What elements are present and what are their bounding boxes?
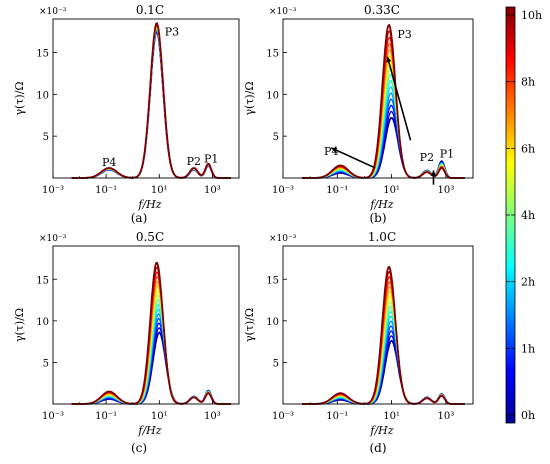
y-multiplier: ×10⁻³ [39,234,67,244]
x-tick-label: 10³ [437,411,454,422]
peak-label: P2 [420,151,434,164]
y-multiplier: ×10⁻³ [269,7,297,17]
x-tick-label: 10⁻¹ [95,185,117,196]
axes-box [282,18,474,179]
x-tick-label: 10⁻³ [42,185,64,196]
y-tick-label: 15 [36,48,49,59]
y-tick-label: 5 [273,132,279,143]
series-line [71,22,231,179]
y-tick-label: 15 [36,275,49,286]
chart-title: 0.33C [364,3,400,17]
series-line [302,23,465,179]
y-tick-label: 5 [273,358,279,369]
panel-1: 10⁻³ 10⁻¹ 10¹ 10³ 5 10 15 ×10⁻³ 0.1C f/Hz γ(τ)/Ω (a… [13,3,240,225]
y-multiplier: ×10⁻³ [269,234,297,244]
trend-arrow [386,56,412,141]
x-tick-label: 10¹ [151,411,168,422]
chart-title: 1.0C [368,230,396,244]
peak-label: P3 [397,28,411,41]
x-tick-label: 10⁻³ [272,411,294,422]
x-tick-label: 10³ [204,411,221,422]
x-tick-label: 10¹ [383,185,400,196]
y-tick-label: 10 [36,90,49,101]
x-tick-label: 10¹ [151,185,168,196]
colorbar-tick-label: 4h [521,209,535,222]
panel-2: 10⁻³ 10⁻¹ 10¹ 10³ 5 10 15 ×10⁻³ 0.33C f/Hz γ(τ)/Ω (… [243,3,474,225]
colorbar-tick-label: 6h [521,142,535,155]
axes-box [52,245,240,405]
colorbar-tick-label: 10h [521,9,542,22]
trend-arrow [330,147,376,169]
chart-title: 0.1C [136,3,164,17]
peak-label: P1 [440,148,454,161]
y-multiplier: ×10⁻³ [39,7,67,17]
peak-label: P3 [165,25,179,38]
y-tick-label: 5 [43,132,49,143]
arrow-head [386,56,392,63]
x-axis-label: f/Hz [137,424,161,437]
series-line [71,261,231,405]
x-axis-label: f/Hz [369,198,393,211]
x-tick-label: 10³ [437,185,454,196]
x-tick-label: 10⁻¹ [95,411,117,422]
peak-label: P1 [204,153,218,166]
panel-sublabel: (a) [131,211,148,225]
y-axis-label: γ(τ)/Ω [13,308,26,342]
peak-label: P4 [324,145,338,158]
series-group [71,22,231,179]
arrow-head [430,170,437,176]
peak-label: P2 [187,155,201,168]
series-line [302,265,465,405]
series-group [71,261,231,405]
axes-box [52,18,240,179]
peak-label: P4 [102,156,116,169]
x-axis-label: f/Hz [137,198,161,211]
y-tick-label: 10 [36,317,49,328]
y-axis-label: γ(τ)/Ω [243,308,256,342]
arrow-head [331,147,338,153]
colorbar-tick-label: 2h [521,276,535,289]
axes-box [282,245,474,405]
x-tick-label: 10¹ [383,411,400,422]
y-axis-label: γ(τ)/Ω [243,81,256,115]
series-group [302,265,465,405]
y-tick-label: 10 [266,90,279,101]
y-tick-label: 5 [43,358,49,369]
x-tick-label: 10⁻¹ [326,411,348,422]
series-group [302,23,465,179]
panel-3: 10⁻³ 10⁻¹ 10¹ 10³ 5 10 15 ×10⁻³ 0.5C f/Hz γ(τ)/Ω (c… [13,230,240,455]
panel-sublabel: (c) [131,441,147,455]
y-tick-label: 10 [266,317,279,328]
y-axis-label: γ(τ)/Ω [13,81,26,115]
x-tick-label: 10³ [204,185,221,196]
panel-sublabel: (b) [369,211,386,225]
x-tick-label: 10⁻³ [272,185,294,196]
x-tick-label: 10⁻¹ [326,185,348,196]
colorbar-tick-label: 0h [521,409,535,422]
x-tick-label: 10⁻³ [42,411,64,422]
x-axis-label: f/Hz [369,424,393,437]
colorbar-tick-label: 8h [521,76,535,89]
colorbar: 10h 8h 6h 4h 2h 1h 0h [505,6,542,424]
panel-sublabel: (d) [369,441,386,455]
y-tick-label: 15 [266,48,279,59]
panel-4: 10⁻³ 10⁻¹ 10¹ 10³ 5 10 15 ×10⁻³ 1.0C f/Hz γ(τ)/Ω (d… [243,230,474,455]
y-tick-label: 15 [266,275,279,286]
chart-title: 0.5C [136,230,164,244]
colorbar-tick-label: 1h [521,342,535,355]
